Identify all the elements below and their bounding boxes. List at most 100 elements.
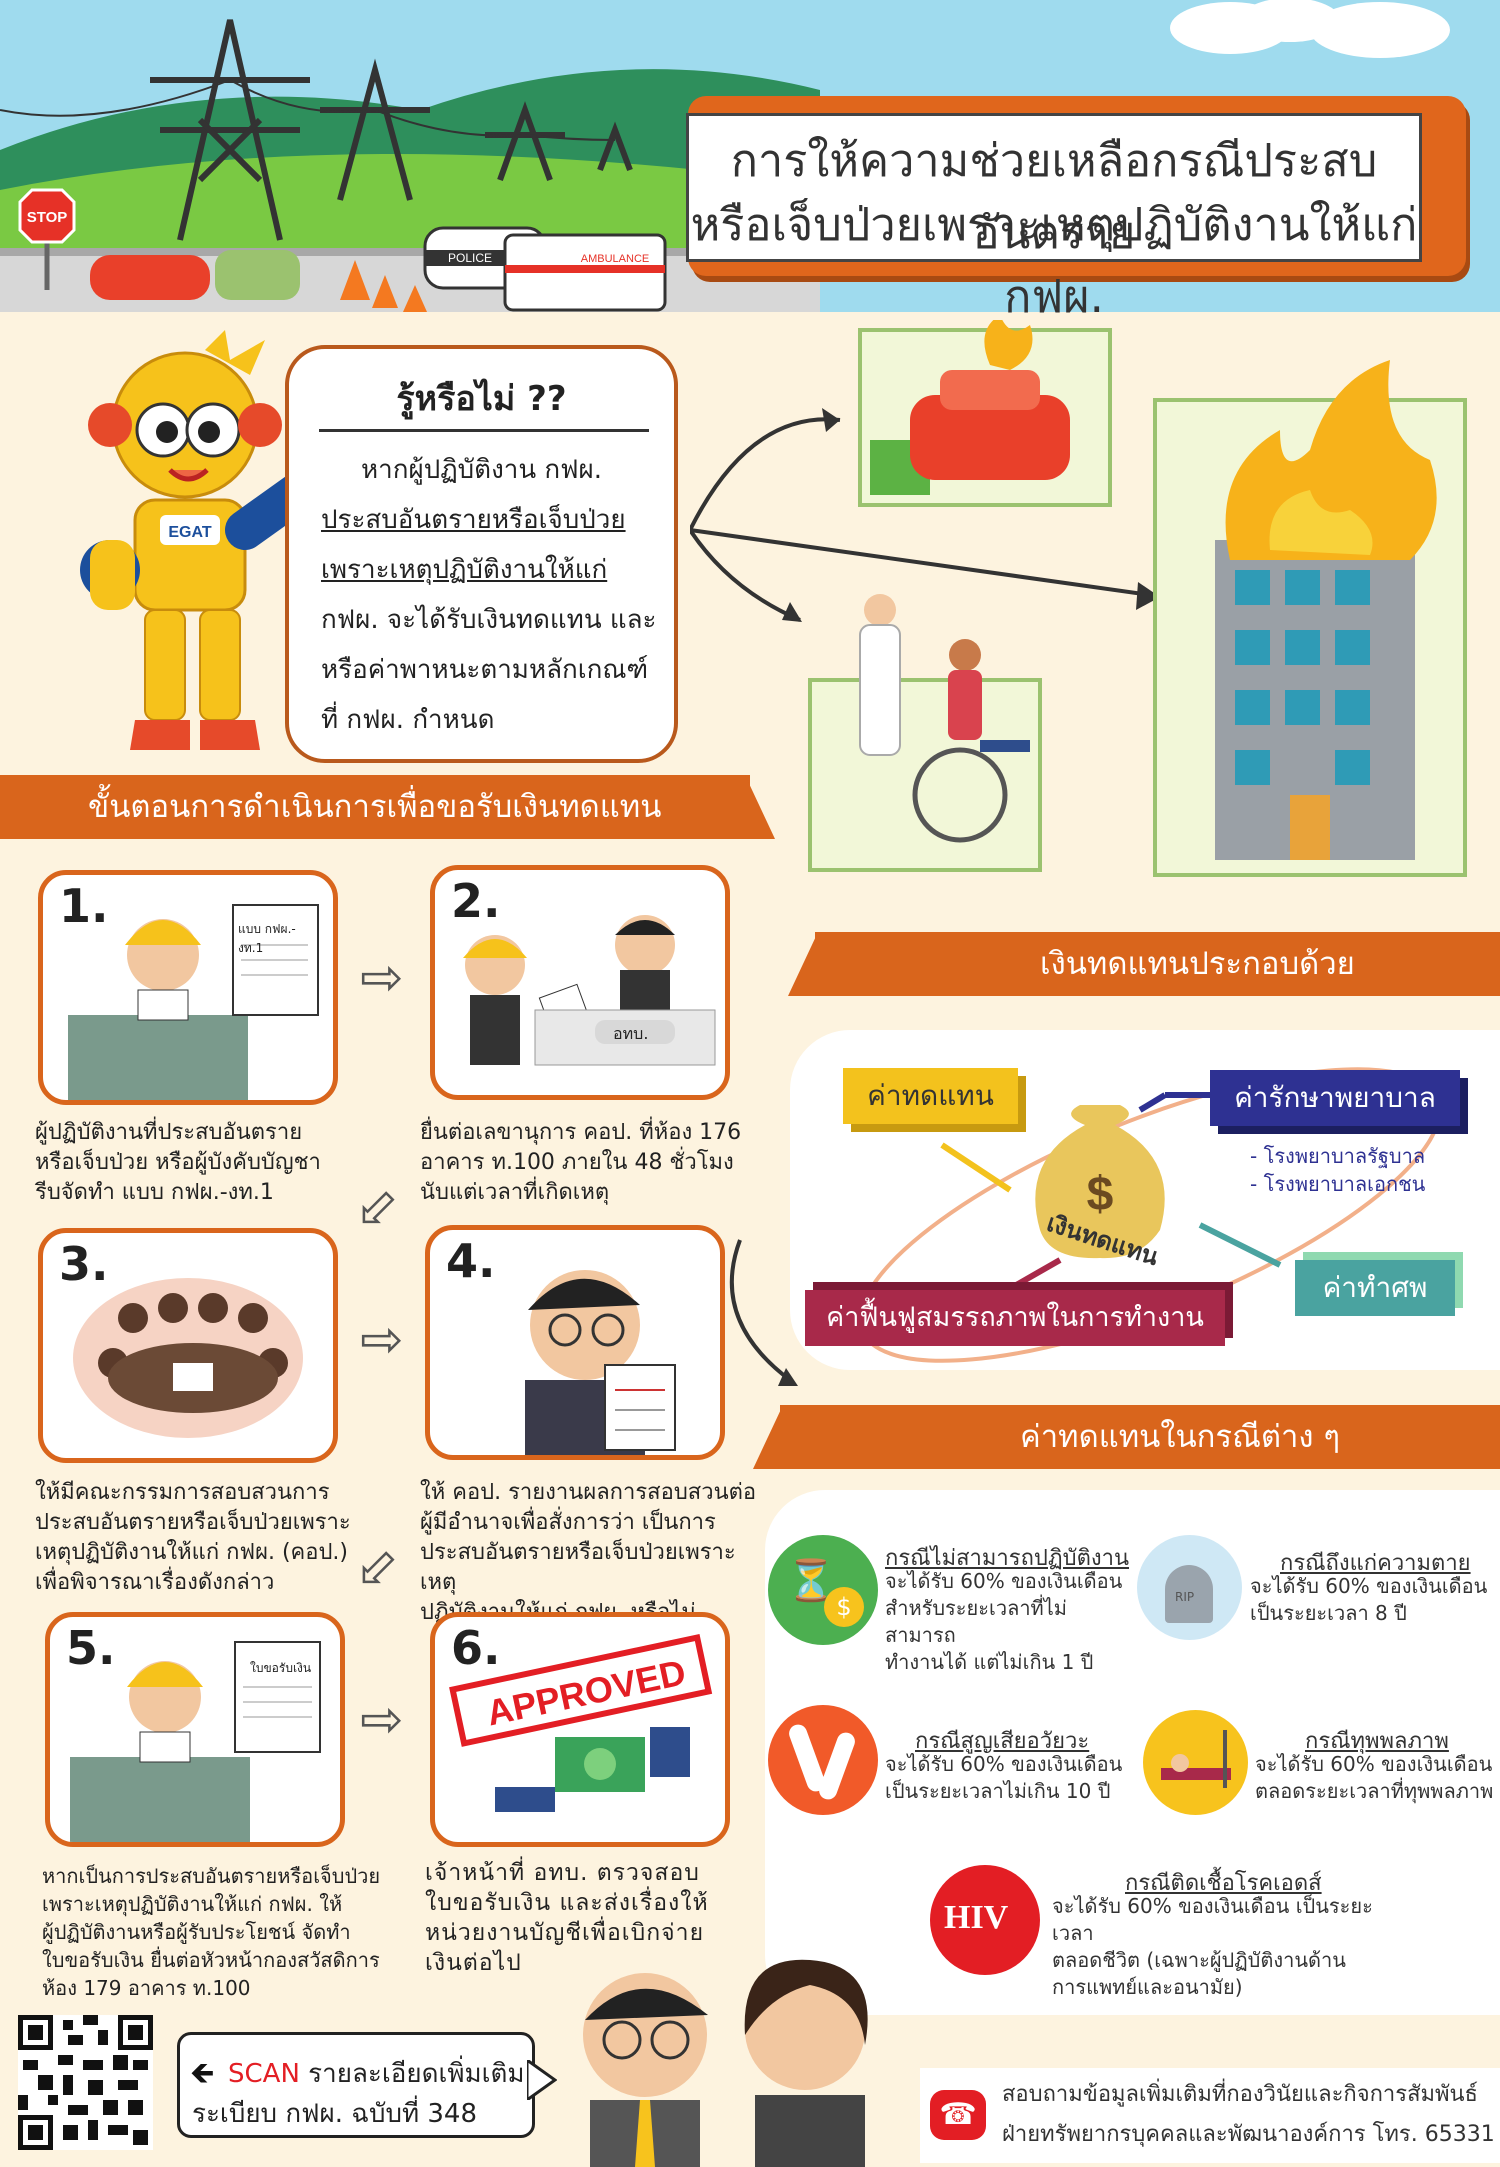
steps-banner-text: ขั้นตอนการดำเนินการเพื่อขอรับเงินทดแทน (88, 789, 662, 825)
step-text-line: หรือเจ็บป่วย หรือผู้บังคับบัญชา (35, 1150, 321, 1175)
cases-banner: ค่าทดแทนในกรณีต่าง ๆ (780, 1405, 1500, 1469)
step-text-line: ให้มีคณะกรรมการสอบสวนการ (35, 1480, 330, 1505)
bubble-line: หากผู้ปฏิบัติงาน กฟผ. (361, 455, 603, 485)
steps-banner-tip (745, 775, 775, 839)
step-text-line: ห้อง 179 อาคาร ท.100 (42, 1976, 251, 2000)
step-number: 4. (446, 1234, 496, 1288)
case-title: กรณีทุพพลภาพ (1305, 1729, 1449, 1754)
step-text-line: หน่วยงานบัญชีเพื่อเบิกจ่าย (425, 1920, 705, 1946)
case-text-line: จะได้รับ 60% ของเงินเดือน (1255, 1752, 1493, 1776)
bubble-divider (319, 429, 649, 432)
bubble-heading: รู้หรือไม่ ?? (396, 379, 567, 419)
arrow-left-icon: 🡸 (190, 2056, 215, 2091)
case-text-line: สำหรับระยะเวลาที่ไม่สามารถ (885, 1596, 1067, 1647)
did-you-know-bubble: รู้หรือไม่ ?? หากผู้ปฏิบัติงาน กฟผ. ประส… (285, 345, 678, 763)
step-6-description: เจ้าหน้าที่ อทบ. ตรวจสอบ ใบขอรับเงิน และ… (425, 1858, 765, 1978)
case-text: จะได้รับ 60% ของเงินเดือน สำหรับระยะเวลา… (885, 1568, 1130, 1676)
contact-line1: สอบถามข้อมูลเพิ่มเติมที่กองวินัยและกิจกา… (1002, 2082, 1478, 2107)
next-arrow-icon: ⇨ (360, 1690, 404, 1750)
hiv-badge-text: HIV (944, 1899, 1009, 1936)
ambulance-label: AMBULANCE (581, 253, 649, 265)
committee-meeting (73, 1278, 303, 1438)
step-text-line: ผู้มีอำนาจเพื่อสั่งการว่า เป็นการ (420, 1510, 716, 1535)
dollar-sign-icon: $ (1087, 1168, 1114, 1221)
page-title-line2: หรือเจ็บป่วยเพราะเหตุปฏิบัติงานให้แก่ กฟ… (690, 198, 1418, 323)
step-text-line: ประสบอันตรายหรือเจ็บป่วยเพราะเหตุ (420, 1540, 736, 1595)
bubble-line: ที่ กฟผ. กำหนด (321, 705, 495, 735)
step-text-line: เพราะเหตุปฏิบัติงานให้แก่ กฟผ. ให้ (42, 1892, 343, 1916)
case-title: กรณีติดเชื้อโรคเอดส์ (1125, 1871, 1322, 1896)
case-title: กรณีไม่สามารถปฏิบัติงาน (885, 1546, 1130, 1571)
step-text-line: รีบจัดทำ แบบ กฟผ.-งท.1 (35, 1180, 274, 1205)
step-number: 2. (451, 874, 501, 928)
step-text-line: เงินต่อไป (425, 1950, 522, 1976)
page-title-line1: การให้ความช่วยเหลือกรณีประสบอันตราย (730, 134, 1378, 259)
case-text-line: เป็นระยะเวลาไม่เกิน 10 ปี (885, 1779, 1111, 1803)
scan-callout-tail (527, 2060, 557, 2100)
hiv-syringe-icon: HIV (930, 1865, 1040, 1975)
case-text: จะได้รับ 60% ของเงินเดือน เป็นระยะเวลาไม… (885, 1751, 1130, 1805)
case-text-line: ตลอดชีวิต (เฉพาะผู้ปฏิบัติงานด้าน (1052, 1948, 1346, 1972)
scan-line1: SCAN รายละเอียดเพิ่มเติม (228, 2053, 525, 2094)
compensation-label: ค่าทดแทน (843, 1068, 1018, 1124)
step-text-line: เพื่อพิจารณาเรื่องดังกล่าว (35, 1570, 275, 1595)
bubble-line: ประสบอันตรายหรือเจ็บป่วย (321, 505, 626, 535)
rip-text: RIP (1175, 1590, 1195, 1604)
scan-word: SCAN (228, 2059, 300, 2089)
case-text-line: เป็นระยะเวลา 8 ปี (1250, 1601, 1407, 1625)
case-text-line: จะได้รับ 60% ของเงินเดือน (885, 1569, 1123, 1593)
employee-filling-claim (70, 1641, 321, 1842)
step-text-line: ประสบอันตรายหรือเจ็บป่วยเพราะ (35, 1510, 351, 1535)
case-text: จะได้รับ 60% ของเงินเดือน เป็นระยะเวลา ต… (1052, 1893, 1382, 2001)
step-2-description: ยื่นต่อเลขานุการ คอป. ที่ห้อง 176 อาคาร … (420, 1118, 760, 1208)
employee-writing-form (68, 904, 319, 1100)
bubble-line: หรือค่าพาหนะตามหลักเกณฑ์ (321, 655, 649, 685)
step-text-line: ผู้ปฏิบัติงานหรือผู้รับประโยชน์ จัดทำ (42, 1920, 351, 1944)
phone-icon: ☎ (930, 2090, 986, 2140)
mascot-badge-text: EGAT (168, 524, 211, 541)
step-text-line: อาคาร ท.100 ภายใน 48 ชั่วโมง (420, 1150, 734, 1175)
components-banner: เงินทดแทนประกอบด้วย (815, 932, 1500, 996)
components-banner-tip (788, 932, 818, 996)
step-text-line: ให้ คอป. รายงานผลการสอบสวนต่อ (420, 1480, 757, 1505)
cases-banner-text: ค่าทดแทนในกรณีต่าง ๆ (1020, 1419, 1341, 1455)
next-arrow-icon: ⇨ (360, 1310, 404, 1370)
step-card-4: 4. (425, 1225, 725, 1460)
case-text-line: ทำงานได้ แต่ไม่เกิน 1 ปี (885, 1650, 1094, 1674)
case-title: กรณีถึงแก่ความตาย (1280, 1551, 1471, 1576)
bubble-line: เพราะเหตุปฏิบัติงานให้แก่ (321, 555, 608, 585)
step-text-line: ยื่นต่อเลขานุการ คอป. ที่ห้อง 176 (420, 1120, 742, 1145)
scan-line2: ระเบียบ กฟผ. ฉบับที่ 348 (192, 2099, 477, 2129)
case-text-line: ตลอดระยะเวลาที่ทุพพลภาพ (1255, 1779, 1494, 1803)
qr-code[interactable] (18, 2015, 153, 2150)
case-text-line: การแพทย์และอนามัย) (1052, 1975, 1243, 1999)
step-text-line: นับแต่เวลาที่เกิดเหตุ (420, 1180, 610, 1205)
scan-callout: 🡸 SCAN รายละเอียดเพิ่มเติม ระเบียบ กฟผ. … (177, 2032, 535, 2138)
step-card-1: 1. แบบ กฟผ.-งท.1 (38, 870, 338, 1105)
case-title: กรณีสูญเสียอวัยวะ (915, 1729, 1090, 1754)
funeral-label: ค่าทำศพ (1295, 1260, 1455, 1316)
step-card-2: 2. อทบ. (430, 865, 730, 1100)
step-text-line: เหตุปฏิบัติงานให้แก่ กฟผ. (คอป.) (35, 1540, 348, 1565)
hourglass-money-icon: ⏳ $ (768, 1535, 878, 1645)
components-banner-text: เงินทดแทนประกอบด้วย (1040, 946, 1355, 982)
step-number: 6. (451, 1621, 501, 1675)
step-5-description: หากเป็นการประสบอันตรายหรือเจ็บป่วย เพราะ… (42, 1862, 382, 2002)
tombstone-icon: RIP (1137, 1535, 1242, 1640)
official-with-report (525, 1270, 676, 1455)
step-number: 3. (59, 1237, 109, 1291)
case-text-line: จะได้รับ 60% ของเงินเดือน เป็นระยะเวลา (1052, 1894, 1373, 1945)
contact-line2: ฝ่ายทรัพยากรบุคคลและพัฒนาองค์การ โทร. 65… (1002, 2122, 1495, 2147)
case-text: จะได้รับ 60% ของเงินเดือน ตลอดระยะเวลาที… (1255, 1751, 1500, 1805)
scan-rest: รายละเอียดเพิ่มเติม (299, 2059, 525, 2089)
step-text-line: เจ้าหน้าที่ อทบ. ตรวจสอบ (425, 1860, 700, 1886)
submitting-document (463, 915, 716, 1066)
hospital-item: - โรงพยาบาลรัฐบาล (1250, 1144, 1426, 1168)
rehab-label: ค่าฟื้นฟูสมรรถภาพในการทำงาน (805, 1290, 1225, 1346)
medical-label: ค่ารักษาพยาบาล (1210, 1070, 1460, 1126)
cases-banner-tip (753, 1405, 783, 1469)
hospital-bed-icon (1143, 1710, 1248, 1815)
contact-bar: ☎ สอบถามข้อมูลเพิ่มเติมที่กองวินัยและกิจ… (920, 2068, 1500, 2163)
step-4-description: ให้ คอป. รายงานผลการสอบสวนต่อ ผู้มีอำนาจ… (420, 1478, 765, 1628)
leg-bone-icon (768, 1705, 878, 1815)
